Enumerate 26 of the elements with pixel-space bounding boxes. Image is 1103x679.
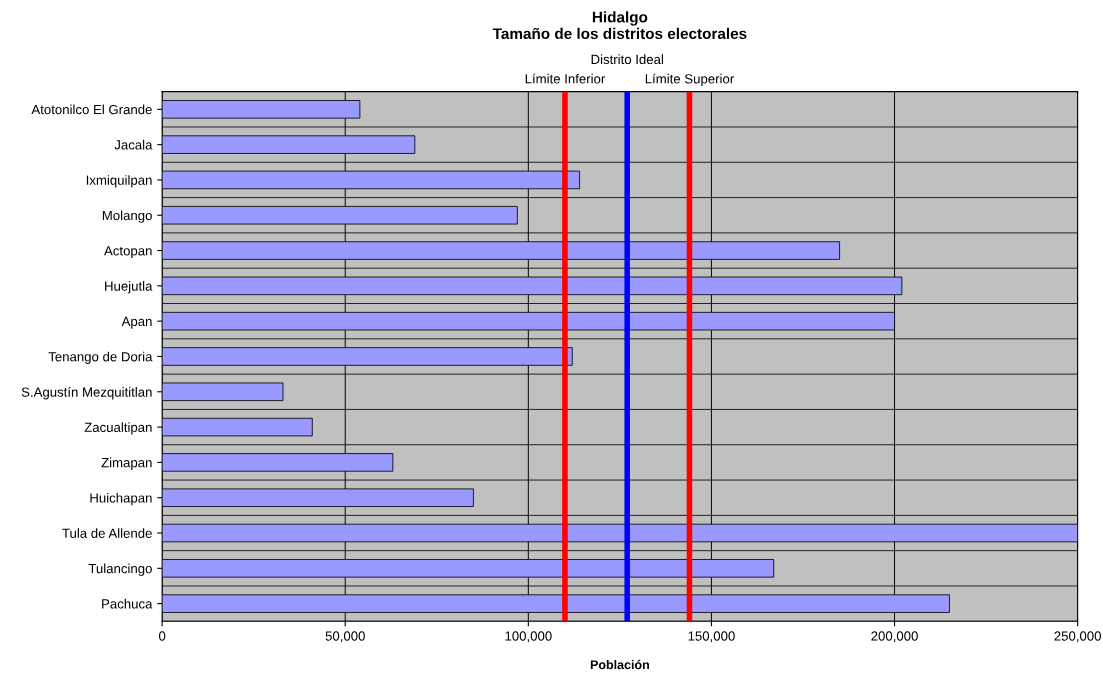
x-tick-label: 100,000 — [505, 631, 552, 643]
chart-title: Hidalgo Tamaño de los distritos electorales — [492, 11, 747, 40]
x-tick-label: 200,000 — [871, 631, 918, 643]
y-tick-label: Apan — [121, 316, 152, 329]
y-tick-label: Actopan — [104, 246, 152, 259]
ref-line-label: Límite Superior — [645, 73, 734, 87]
y-tick-label: Huejutla — [105, 281, 153, 294]
y-tick-label: S.Agustín Mezquititlan — [21, 386, 152, 400]
ref-line-label: Distrito Ideal — [591, 54, 663, 65]
y-tick-label: Tenango de Doria — [48, 351, 153, 364]
x-tick-label: 150,000 — [688, 631, 735, 643]
ref-line-label: Límite Inferior — [525, 73, 606, 84]
y-tick-label: Huichapan — [90, 492, 152, 506]
x-axis-title: Población — [590, 659, 649, 670]
x-tick-label: 250,000 — [1054, 631, 1101, 643]
x-tick-label: 0 — [158, 631, 166, 641]
x-tick-label: 50,000 — [325, 631, 365, 643]
y-tick-label: Tulancingo — [88, 563, 152, 576]
y-tick-label: Jacala — [114, 139, 153, 150]
y-tick-label: Ixmiquilpan — [86, 175, 152, 188]
y-tick-label: Atotonilco El Grande — [31, 104, 152, 115]
y-tick-label: Pachuca — [102, 598, 153, 609]
y-tick-label: Zacualtipan — [84, 422, 152, 435]
y-tick-label: Tula de Allende — [62, 528, 152, 538]
y-tick-label: Zimapan — [101, 457, 152, 470]
y-tick-label: Molango — [102, 210, 152, 223]
